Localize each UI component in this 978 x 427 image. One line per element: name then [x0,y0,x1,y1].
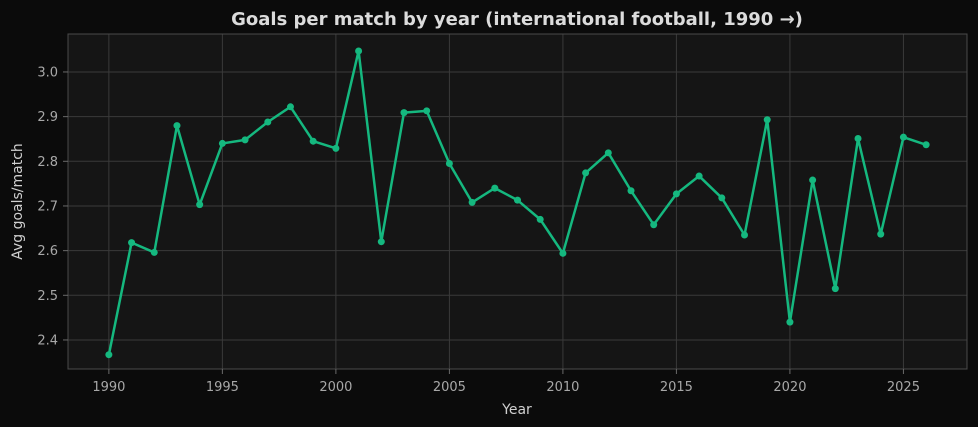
data-point [173,122,181,130]
data-point [582,169,590,177]
y-axis-label: Avg goals/match [10,143,26,260]
chart-title: Goals per match by year (international f… [231,9,803,30]
x-tick-label: 2000 [319,380,352,395]
x-tick-label: 2025 [887,380,920,395]
y-tick-label: 2.7 [37,199,58,214]
y-tick-label: 2.8 [37,155,58,170]
data-point [604,149,612,157]
data-point [423,107,431,115]
data-point [877,230,885,238]
data-point [559,249,567,257]
data-point [763,116,771,124]
x-tick-label: 1995 [206,380,239,395]
data-point [718,194,726,202]
data-point [854,135,862,143]
y-tick-label: 2.6 [37,244,58,259]
y-tick-label: 3.0 [37,65,58,80]
data-point [695,172,703,180]
data-point [786,318,794,326]
data-point [536,215,544,223]
data-point [332,144,340,152]
data-point [922,141,930,149]
data-point [309,137,317,145]
x-tick-label: 2015 [660,380,693,395]
data-point [128,239,136,247]
x-tick-label: 1990 [92,380,125,395]
data-point [627,187,635,195]
data-point [491,184,499,192]
plot-frame [67,33,968,370]
data-point [196,201,204,209]
data-point [809,176,817,184]
data-point [105,351,113,359]
data-point [400,109,408,117]
data-point [831,285,839,293]
y-tick-label: 2.5 [37,289,58,304]
y-tick-label: 2.4 [37,333,58,348]
x-tick-label: 2010 [546,380,579,395]
data-point [355,47,363,55]
data-point [218,139,226,147]
data-point [150,248,158,256]
data-point [650,221,658,229]
x-tick-label: 2020 [773,380,806,395]
data-point [377,238,385,246]
data-point [286,103,294,111]
x-axis-label: Year [501,402,532,418]
data-point [468,198,476,206]
axes: 1990 1995 2000 2005 2010 2015 2020 2025 2.4 2.5 2.… [37,33,968,395]
data-point [264,118,272,126]
x-tick-label: 2005 [433,380,466,395]
data-point [445,160,453,168]
data-point [741,231,749,239]
data-point [672,190,680,198]
data-point [241,136,249,144]
y-tick-label: 2.9 [37,110,58,125]
series-layer [105,47,930,359]
data-point [899,133,907,141]
data-point [514,196,521,204]
grid [68,34,967,369]
